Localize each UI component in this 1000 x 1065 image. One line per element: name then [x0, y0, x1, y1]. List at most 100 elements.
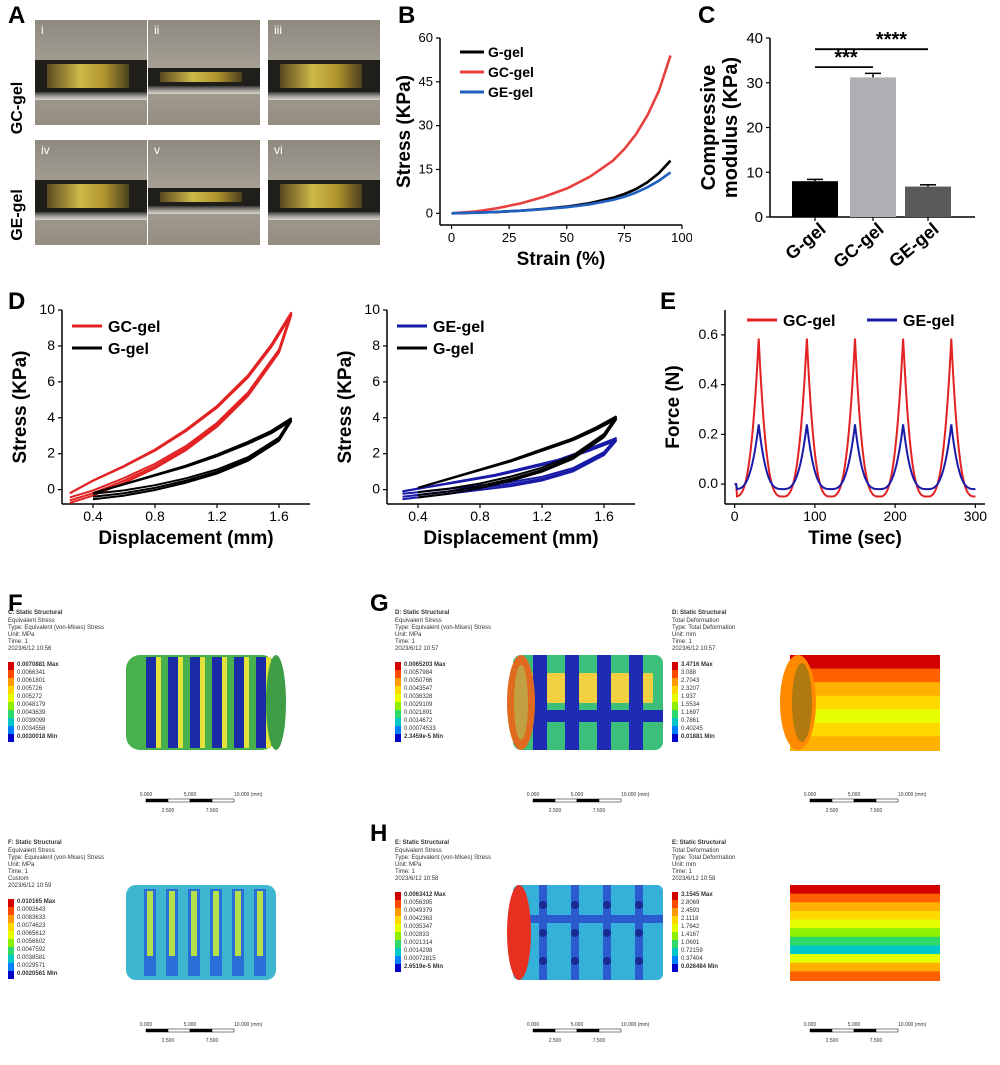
fea-legend-value: 2.6519e-5 Min [404, 964, 444, 970]
deformation-band [790, 695, 940, 711]
scale-label: 7.500 [870, 808, 883, 814]
fea-info-line: 2023/6/12 10:59 [8, 883, 52, 889]
scale-segment [211, 1028, 235, 1033]
ring-band [234, 657, 244, 748]
fea-legend-value: 3.088 [681, 670, 697, 676]
ring-band-edge [222, 657, 227, 748]
fea-title: D: Static Structural [672, 610, 727, 616]
fea-info-line: Equivalent Stress [8, 848, 55, 854]
fea-legend-value: 0.005272 [17, 694, 43, 700]
fea-legend-value: 0.37404 [681, 956, 703, 962]
x-axis-label: Time (sec) [808, 528, 902, 549]
x-tick-label: 0.8 [470, 508, 490, 524]
fea-legend-value: 0.0049379 [404, 908, 433, 914]
fea-info-line: Time: 1 [395, 869, 415, 875]
fea-legend-swatch [8, 718, 14, 726]
scale-label: 10.000 (mm) [898, 792, 927, 798]
fea-legend-value: 1.5534 [681, 702, 700, 708]
fea-legend-value: 0.0043547 [404, 686, 433, 692]
y-tick-label: 10 [39, 301, 55, 317]
photo-label-iv: iv [41, 143, 50, 157]
fea-legend-swatch [672, 924, 678, 932]
scale-segment [189, 798, 213, 803]
photo-label-i: i [41, 23, 44, 37]
scale-segment [145, 1028, 169, 1033]
y-tick-label: 6 [372, 373, 380, 389]
ring-highlight [213, 891, 219, 956]
legend-label-ge-gel: GE-gel [433, 319, 485, 336]
ring-band-edge [244, 657, 249, 748]
fea-legend-swatch [672, 948, 678, 956]
fea-scale-bar: 0.000 5.000 10.000 (mm) 2.500 7.500 [804, 792, 927, 814]
grid-node [635, 957, 643, 965]
scale-label: 2.500 [826, 1038, 839, 1044]
y-tick-label: 0 [47, 481, 55, 497]
scale-label: 7.500 [593, 1038, 606, 1044]
scale-segment [875, 1028, 899, 1033]
deformation-band [790, 910, 940, 921]
fea-legend-value: 1.0691 [681, 940, 700, 946]
panel-letter-a: A [8, 2, 26, 29]
fea-legend-swatch [672, 940, 678, 948]
fea-legend-value: 0.0048179 [17, 702, 46, 708]
panel-letter-h: H [370, 820, 388, 847]
fea-legend-swatch [395, 932, 401, 940]
fea-legend-swatch [672, 710, 678, 718]
x-tick-label: 1.2 [207, 508, 227, 524]
y-tick-label: 8 [372, 337, 380, 353]
scale-label: 7.500 [593, 808, 606, 814]
ring-highlight [235, 891, 241, 956]
deformation-band [790, 902, 940, 912]
platen-edge [35, 92, 147, 100]
y-tick-label: 6 [47, 373, 55, 389]
fea-model [507, 885, 663, 980]
fea-legend-value: 0.0056602 [17, 939, 46, 945]
x-axis-label: Displacement (mm) [98, 528, 273, 549]
x-tick-label: 25 [502, 230, 516, 245]
fea-legend-value: 2.3207 [681, 686, 700, 692]
fea-legend-swatch [395, 726, 401, 734]
fea-simulation: E: Static Structural Total Deformation Typ… [672, 840, 992, 1065]
fea-legend-value: 0.0070881 Max [17, 662, 59, 668]
x-tick-label: 100 [803, 508, 827, 524]
grid-node [635, 929, 643, 937]
ring-band [168, 657, 178, 748]
scale-label: 7.500 [206, 808, 219, 814]
fea-model [126, 885, 276, 980]
hysteresis-loop-gc-gel [69, 313, 293, 502]
scale-label: 10.000 (mm) [621, 1022, 650, 1028]
fea-legend-value: 0.0021891 [404, 710, 433, 716]
fea-legend-value: 0.0050766 [404, 678, 433, 684]
hysteresis-loop-gc-gel [69, 311, 293, 499]
fea-legend-value: 0.00072815 [404, 956, 436, 962]
y-tick-label: 4 [372, 409, 380, 425]
fea-legend-swatch [8, 726, 14, 734]
fea-info-line: Custom [8, 876, 29, 882]
fea-legend-value: 2.4593 [681, 908, 700, 914]
fea-model [780, 655, 940, 751]
row-label-ge-gel: GE-gel [9, 189, 26, 241]
series-line-g-gel [451, 159, 672, 215]
platen-edge [148, 206, 260, 214]
fea-legend-swatch [395, 948, 401, 956]
fea-legend-swatch [8, 955, 14, 963]
photo-label-ii: ii [154, 23, 159, 37]
deformation-band [790, 709, 940, 724]
fea-model [507, 655, 663, 750]
ring-highlight [169, 891, 175, 956]
fea-legend-swatch [8, 710, 14, 718]
fea-legend-value: 0.0029109 [404, 702, 433, 708]
fea-legend-swatch [395, 710, 401, 718]
fea-legend-swatch [8, 915, 14, 923]
panel-e-chart: 0 100 200 300 0.0 0.2 0.4 0.6 Time (sec) Force (N… [663, 310, 987, 549]
scale-label: 0.000 [804, 1022, 817, 1028]
y-tick-label: 2 [47, 445, 55, 461]
scale-segment [189, 1028, 213, 1033]
gel-sample [280, 64, 362, 88]
legend-label-g-gel: G-gel [433, 341, 474, 358]
scale-label: 2.500 [549, 808, 562, 814]
ring-band-edge [178, 657, 183, 748]
fea-legend-value: 1.7642 [681, 924, 700, 930]
scale-label: 2.500 [549, 1038, 562, 1044]
y-tick-label: 20 [746, 120, 763, 137]
